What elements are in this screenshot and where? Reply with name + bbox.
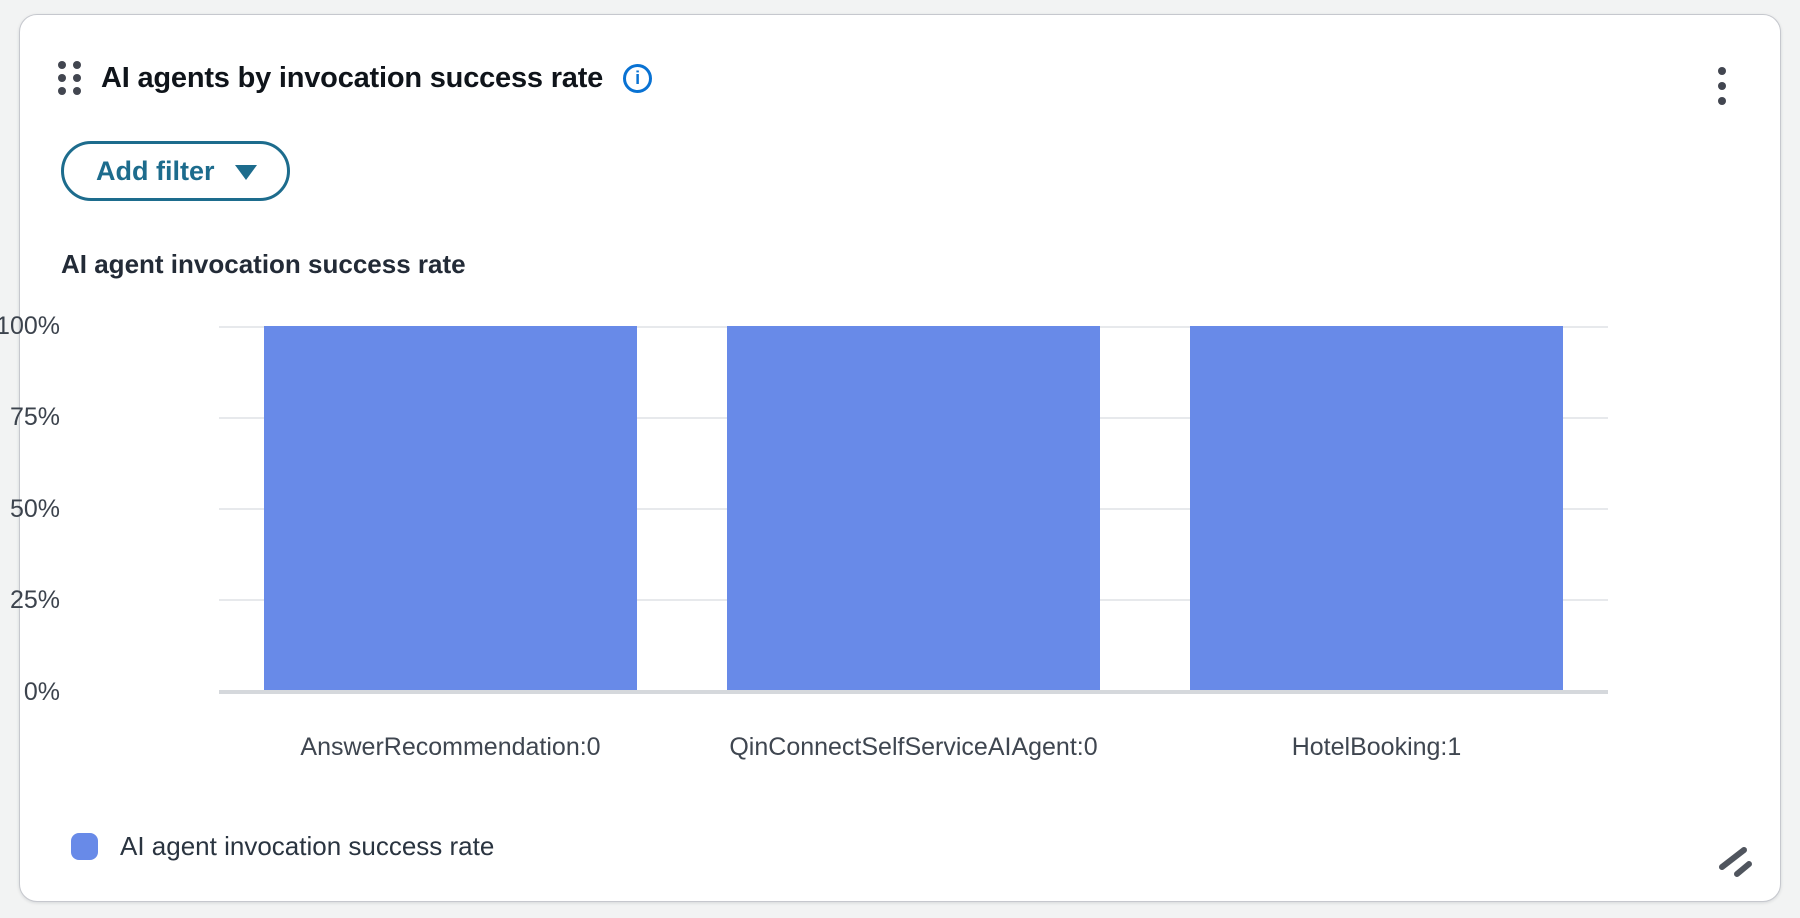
- info-icon[interactable]: i: [623, 63, 653, 93]
- bar-answer-recommendation[interactable]: [264, 326, 637, 692]
- y-tick-label: 0%: [23, 678, 60, 706]
- add-filter-label: Add filter: [96, 155, 215, 186]
- resize-handle[interactable]: [1714, 841, 1756, 883]
- bar-chart-plot-area: [219, 326, 1608, 694]
- legend-swatch: [71, 833, 98, 860]
- bar-hotel-booking[interactable]: [1190, 326, 1563, 692]
- chart-title: AI agent invocation success rate: [61, 249, 466, 279]
- x-axis-baseline: [219, 690, 1608, 694]
- y-tick-label: 25%: [9, 586, 60, 614]
- legend-label: AI agent invocation success rate: [120, 831, 495, 861]
- y-tick-label: 100%: [0, 312, 60, 340]
- resize-grip-icon: [1719, 847, 1752, 877]
- add-filter-button[interactable]: Add filter: [61, 141, 290, 201]
- x-tick-label: AnswerRecommendation:0: [300, 733, 601, 761]
- x-tick-label: QinConnectSelfServiceAIAgent:0: [729, 733, 1098, 761]
- y-tick-label: 75%: [9, 403, 60, 431]
- y-tick-label: 50%: [9, 495, 60, 523]
- caret-down-icon: [234, 165, 257, 180]
- widget-title: AI agents by invocation success rate: [101, 62, 604, 94]
- x-tick-label: HotelBooking:1: [1291, 733, 1462, 761]
- widget-card: AI agents by invocation success rate i A…: [0, 14, 1781, 902]
- drag-handle-icon[interactable]: [56, 59, 83, 97]
- bar-qin-connect-self-service-ai-agent[interactable]: [727, 326, 1100, 692]
- legend-item[interactable]: AI agent invocation success rate: [71, 831, 494, 862]
- bars-container: [219, 326, 1608, 692]
- x-axis: AnswerRecommendation:0 QinConnectSelfSer…: [219, 733, 1608, 762]
- kebab-menu-icon[interactable]: [1710, 63, 1734, 109]
- widget-header: AI agents by invocation success rate i: [56, 59, 653, 97]
